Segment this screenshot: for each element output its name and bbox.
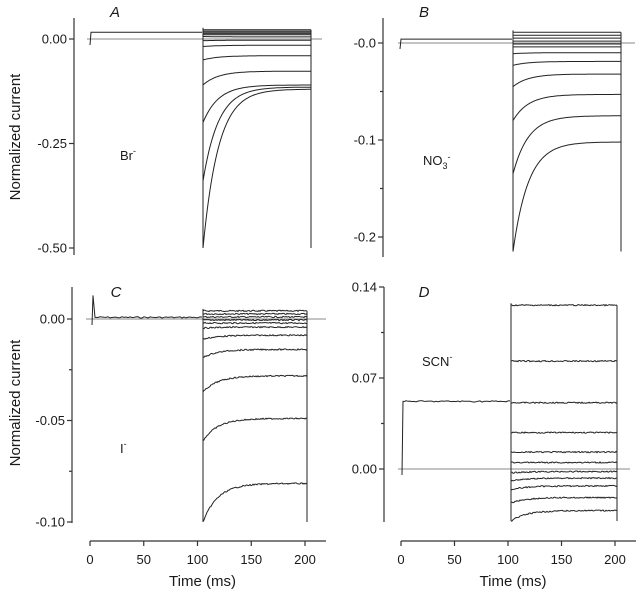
current-trace [202,84,311,123]
current-trace [202,88,311,249]
current-trace [202,312,308,316]
current-trace [510,359,618,363]
current-trace [510,431,617,434]
current-trace [202,482,308,522]
current-trace [202,86,311,182]
current-trace [512,141,621,252]
x-tick-label: 200 [604,552,626,567]
x-tick-label: 0 [397,552,404,567]
holding-trace [401,400,510,476]
current-trace [512,73,621,88]
holding-trace [91,295,203,326]
current-trace [510,496,617,504]
current-trace [510,509,618,522]
current-trace [510,484,618,491]
panel-letter: C [111,284,122,301]
current-trace [202,321,308,325]
y-tick-label: 0.00 [42,32,67,47]
current-trace [510,450,618,454]
current-trace [510,401,618,404]
current-trace [202,70,311,86]
current-trace [202,55,311,61]
x-tick-label: 50 [447,552,461,567]
current-trace [202,374,308,393]
current-trace [203,348,308,358]
current-trace [512,93,621,121]
x-tick-label: 150 [240,552,262,567]
current-trace [202,417,308,442]
x-tick-label: 100 [497,552,519,567]
current-trace [512,60,621,66]
y-tick-label: -0.10 [35,515,65,530]
holding-trace [89,31,202,46]
current-trace [510,303,618,307]
panel-letter: A [109,4,120,21]
ion-label: SCN- [422,352,452,369]
y-tick-label: 0.00 [40,312,65,327]
x-axis-title: Time (ms) [169,573,236,590]
ion-label: Br- [120,146,136,163]
current-trace [202,333,308,340]
x-tick-label: 50 [137,552,151,567]
current-trace [202,315,308,319]
panel-letter: B [419,4,429,21]
y-axis-title: Normalized current [7,73,24,201]
y-tick-label: 0.07 [352,371,377,386]
panel-c: 0.00 -0.05 -0.10 Normalized current C I- 0 50 10… [7,284,326,590]
current-trace [202,44,311,47]
current-trace [512,52,621,55]
x-tick-label: 200 [294,552,316,567]
panel-letter: D [419,284,430,301]
y-tick-label: -0.50 [37,241,67,256]
holding-trace [399,38,512,50]
current-trace [510,476,618,482]
current-trace [512,115,621,175]
x-tick-label: 100 [187,552,209,567]
y-tick-label: -0.2 [354,230,376,245]
x-tick-label: 0 [86,552,93,567]
panel-d: 0.14 0.07 0.00 D SCN- 0 50 100 150 200 Time (ms) [352,280,636,590]
y-tick-label: 0.14 [352,280,377,295]
x-tick-label: 150 [551,552,573,567]
y-tick-label: -0.0 [354,36,376,51]
panel-b: -0.0 -0.1 -0.2 B NO3- [354,4,635,257]
current-trace [510,461,618,464]
y-tick-label: 0.00 [352,462,377,477]
current-trace [202,325,308,330]
ion-label: NO3- [423,152,451,171]
y-tick-label: -0.05 [35,413,65,428]
current-trace [202,309,308,313]
y-tick-label: -0.25 [37,136,67,151]
current-trace [510,470,618,474]
ion-label: I- [120,439,127,456]
panel-a: 0.00 -0.25 -0.50 Normalized current A Br- [7,4,322,256]
y-tick-label: -0.1 [354,133,376,148]
current-trace [203,318,308,322]
y-axis-title: Normalized current [7,339,24,467]
x-axis-title: Time (ms) [480,573,547,590]
